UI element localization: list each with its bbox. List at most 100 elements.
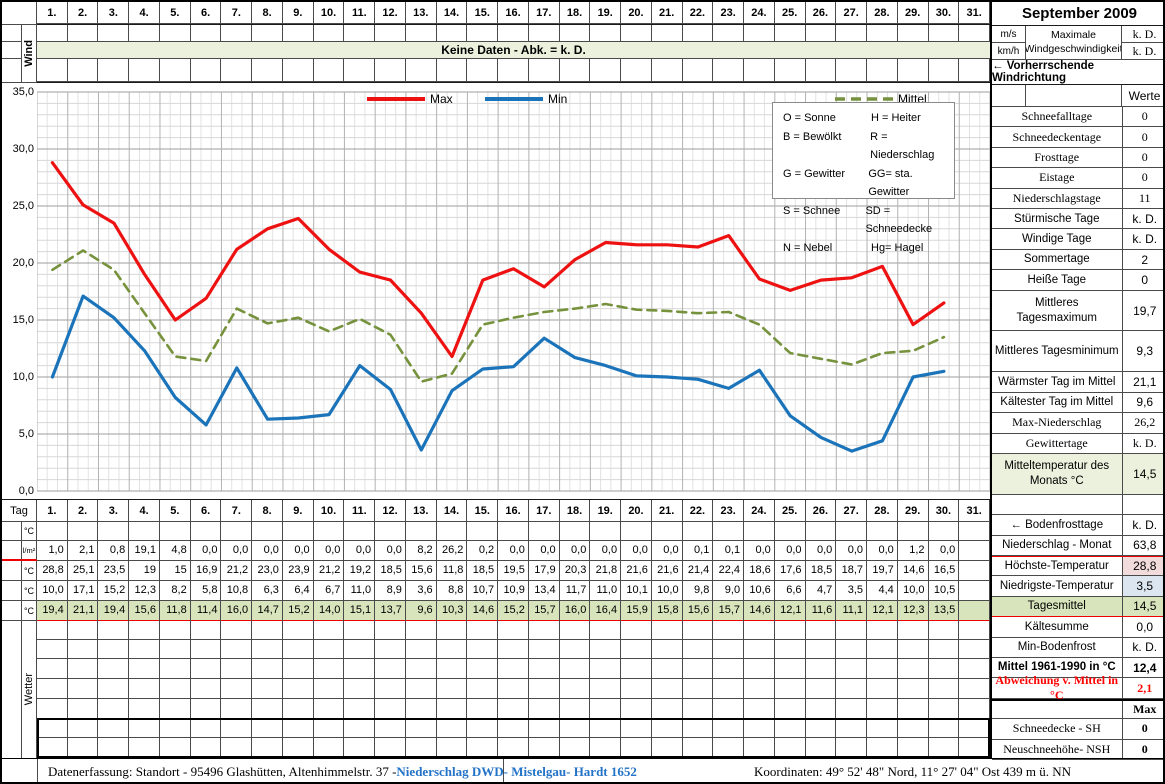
empty-cell bbox=[159, 659, 191, 680]
footer-coordinates-text: Koordinaten: 49° 52' 48" Nord, 11° 27' 0… bbox=[754, 763, 1071, 779]
empty-cell bbox=[98, 698, 130, 719]
data-cell: 18,5 bbox=[467, 561, 499, 581]
wind-section-label-cell: Wind bbox=[22, 25, 37, 83]
sidebar-row: Höchste-Temperatur 28,8 bbox=[992, 555, 1163, 577]
row-unit-label: l/m² bbox=[22, 541, 37, 560]
empty-cell bbox=[590, 59, 622, 82]
data-cell: 28,8 bbox=[37, 561, 68, 581]
empty-cell bbox=[37, 639, 68, 660]
empty-cell bbox=[313, 679, 345, 699]
empty-cell bbox=[713, 698, 745, 719]
empty-cell bbox=[67, 659, 99, 680]
empty-cell bbox=[221, 639, 253, 660]
sidebar-label bbox=[992, 494, 1123, 515]
empty-cell bbox=[282, 659, 314, 680]
empty-cell bbox=[67, 25, 99, 42]
empty-cell bbox=[2, 581, 22, 601]
empty-cell bbox=[2, 59, 22, 83]
footer-coordinates: Koordinaten: 49° 52' 48" Nord, 11° 27' 0… bbox=[504, 759, 1163, 782]
data-cell: 21,2 bbox=[313, 561, 345, 581]
sidebar-row: Schneedeckentage 0 bbox=[992, 127, 1163, 148]
empty-cell bbox=[375, 718, 406, 739]
sidebar-value: 0 bbox=[1141, 109, 1148, 124]
empty-cell bbox=[744, 620, 775, 640]
sidebar-row: Max-Niederschlag 26,2 bbox=[992, 413, 1163, 434]
empty-cell bbox=[313, 639, 345, 660]
empty-cell bbox=[682, 59, 714, 82]
empty-cell bbox=[959, 738, 990, 758]
empty-cell bbox=[651, 59, 683, 82]
empty-cell bbox=[590, 620, 622, 640]
data-cell: 3,6 bbox=[405, 581, 437, 601]
empty-cell bbox=[190, 25, 222, 42]
empty-cell bbox=[2, 25, 22, 42]
empty-cell bbox=[836, 659, 868, 680]
sidebar-label: Windige Tage bbox=[992, 229, 1123, 249]
empty-cell bbox=[805, 25, 837, 42]
sidebar-value: 19,7 bbox=[1133, 303, 1157, 318]
empty-cell bbox=[959, 639, 990, 660]
empty-cell bbox=[405, 59, 437, 82]
empty-cell bbox=[190, 718, 222, 739]
footer-source: Datenerfassung: Standort - 95496 Glashüt… bbox=[38, 759, 637, 782]
empty-cell bbox=[713, 679, 745, 699]
day-header-cell: 11. bbox=[344, 2, 376, 24]
empty-cell bbox=[375, 679, 406, 699]
data-cell: 2,1 bbox=[67, 541, 99, 561]
empty-cell bbox=[928, 679, 960, 699]
sidebar: September 2009 m/s km/h Maximale Windges… bbox=[990, 2, 1163, 760]
sidebar-value: 0 bbox=[1141, 150, 1148, 165]
empty-cell bbox=[713, 620, 745, 640]
data-cell bbox=[159, 522, 191, 541]
empty-cell bbox=[621, 659, 652, 680]
empty-cell bbox=[2, 620, 22, 758]
data-cell bbox=[67, 522, 99, 541]
tag-day-cell: 28. bbox=[867, 500, 898, 522]
row-label: °C bbox=[2, 561, 37, 581]
min-line bbox=[50, 294, 946, 453]
data-cell: 15,2 bbox=[98, 581, 130, 601]
max-wind-label: Maximale Windgeschwindigkeit bbox=[1026, 26, 1122, 60]
empty-cell bbox=[129, 620, 160, 640]
empty-cell bbox=[897, 59, 929, 82]
abbreviation-legend-box: O = Sonne H = Heiter B = Bewölkt R = Nieder… bbox=[772, 102, 955, 254]
empty-cell bbox=[252, 59, 283, 82]
data-cell bbox=[682, 522, 714, 541]
empty-cell bbox=[98, 59, 130, 82]
empty-cell bbox=[344, 639, 376, 660]
weather-row-label: Wetter bbox=[23, 672, 35, 706]
data-cell: 10,9 bbox=[498, 581, 529, 601]
data-cell: 19,2 bbox=[344, 561, 376, 581]
sidebar-value: k. D. bbox=[1132, 435, 1157, 450]
data-cell: 8,2 bbox=[405, 541, 437, 561]
empty-cell bbox=[37, 718, 68, 739]
footer-source-text: Datenerfassung: Standort - 95496 Glashüt… bbox=[48, 763, 397, 779]
empty-cell bbox=[836, 639, 868, 660]
data-cell: 0,0 bbox=[836, 541, 868, 561]
empty-cell bbox=[897, 718, 929, 739]
data-cell: 17,6 bbox=[774, 561, 806, 581]
empty-cell bbox=[436, 738, 468, 758]
data-cell bbox=[959, 581, 990, 601]
empty-cell bbox=[867, 738, 898, 758]
data-cell: 26,2 bbox=[436, 541, 468, 561]
data-cell bbox=[621, 522, 652, 541]
tag-day-cell: 1. bbox=[37, 500, 68, 522]
weather-empty-row bbox=[37, 738, 990, 758]
sidebar-label: Kältester Tag im Mittel bbox=[992, 392, 1123, 413]
empty-cell bbox=[129, 25, 160, 42]
empty-cell bbox=[959, 698, 990, 719]
data-cell: 0,1 bbox=[713, 541, 745, 561]
empty-cell bbox=[559, 639, 591, 660]
data-cell: 0,2 bbox=[467, 541, 499, 561]
month-title-text: September 2009 bbox=[1021, 5, 1138, 22]
data-cell bbox=[436, 522, 468, 541]
empty-cell bbox=[590, 639, 622, 660]
sidebar-value: 9,3 bbox=[1136, 344, 1154, 359]
empty-cell bbox=[252, 659, 283, 680]
sidebar-value bbox=[1123, 495, 1163, 514]
empty-cell bbox=[282, 59, 314, 82]
data-cell: 14,6 bbox=[744, 601, 775, 621]
empty-cell bbox=[37, 698, 68, 719]
empty-cell bbox=[221, 679, 253, 699]
